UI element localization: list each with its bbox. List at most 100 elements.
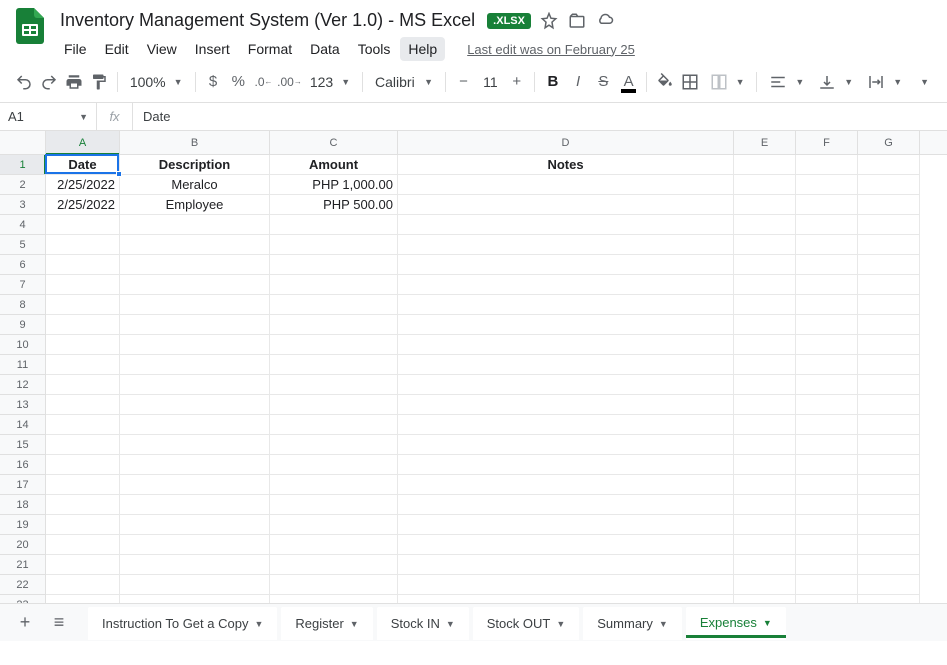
cell[interactable] — [46, 595, 120, 603]
cell[interactable] — [858, 375, 920, 395]
percent-button[interactable]: % — [227, 69, 250, 95]
font-dropdown[interactable]: Calibri▼ — [369, 69, 439, 95]
row-header[interactable]: 10 — [0, 335, 45, 355]
row-header[interactable]: 7 — [0, 275, 45, 295]
cell[interactable] — [398, 555, 734, 575]
cell[interactable] — [120, 215, 270, 235]
cell[interactable] — [398, 595, 734, 603]
strikethrough-button[interactable]: S — [592, 69, 615, 95]
cell[interactable] — [398, 455, 734, 475]
cell[interactable] — [734, 235, 796, 255]
row-header[interactable]: 4 — [0, 215, 45, 235]
selection-handle[interactable] — [116, 171, 122, 177]
cell[interactable] — [120, 535, 270, 555]
currency-button[interactable]: $ — [201, 69, 224, 95]
column-header[interactable]: C — [270, 131, 398, 154]
cell[interactable] — [796, 535, 858, 555]
cell[interactable] — [734, 355, 796, 375]
cell[interactable] — [858, 275, 920, 295]
row-header[interactable]: 17 — [0, 475, 45, 495]
sheet-tab[interactable]: Stock IN▼ — [377, 607, 469, 640]
cell[interactable] — [120, 515, 270, 535]
cell[interactable] — [398, 255, 734, 275]
print-button[interactable] — [62, 69, 85, 95]
cell[interactable] — [734, 175, 796, 195]
add-sheet-button[interactable]: + — [10, 608, 40, 638]
cell[interactable] — [734, 395, 796, 415]
cell[interactable] — [734, 595, 796, 603]
increase-decimal-button[interactable]: .00→ — [277, 69, 302, 95]
cell[interactable] — [858, 475, 920, 495]
cell[interactable] — [46, 275, 120, 295]
row-header[interactable]: 8 — [0, 295, 45, 315]
cell[interactable] — [120, 415, 270, 435]
cell[interactable] — [120, 295, 270, 315]
cell[interactable] — [796, 475, 858, 495]
cell[interactable] — [796, 155, 858, 175]
cell[interactable] — [734, 155, 796, 175]
column-header[interactable]: F — [796, 131, 858, 154]
row-header[interactable]: 23 — [0, 595, 45, 603]
cell[interactable] — [46, 335, 120, 355]
select-all-corner[interactable] — [0, 131, 46, 154]
cell[interactable]: Notes — [398, 155, 734, 175]
cell[interactable] — [858, 255, 920, 275]
cell[interactable] — [796, 215, 858, 235]
cell[interactable]: PHP 1,000.00 — [270, 175, 398, 195]
cell[interactable] — [120, 575, 270, 595]
cell[interactable] — [270, 495, 398, 515]
cell[interactable] — [270, 515, 398, 535]
column-header[interactable]: D — [398, 131, 734, 154]
cell[interactable]: Description — [120, 155, 270, 175]
cell[interactable] — [734, 295, 796, 315]
cell[interactable] — [270, 375, 398, 395]
cell[interactable]: Employee — [120, 195, 270, 215]
cell[interactable] — [734, 535, 796, 555]
row-header[interactable]: 13 — [0, 395, 45, 415]
cell[interactable] — [398, 215, 734, 235]
merge-button[interactable]: ▼ — [704, 69, 751, 95]
cell[interactable] — [734, 275, 796, 295]
cell[interactable] — [270, 455, 398, 475]
wrap-button[interactable]: ▼ — [861, 69, 908, 95]
menu-file[interactable]: File — [56, 37, 95, 61]
cell[interactable]: PHP 500.00 — [270, 195, 398, 215]
menu-edit[interactable]: Edit — [97, 37, 137, 61]
cell[interactable] — [270, 555, 398, 575]
cell[interactable] — [398, 535, 734, 555]
cell[interactable] — [796, 235, 858, 255]
cell[interactable] — [796, 555, 858, 575]
cell[interactable] — [734, 495, 796, 515]
row-header[interactable]: 22 — [0, 575, 45, 595]
cell[interactable] — [796, 375, 858, 395]
cell[interactable] — [796, 495, 858, 515]
all-sheets-button[interactable]: ≡ — [44, 608, 74, 638]
cell[interactable] — [734, 475, 796, 495]
cell[interactable] — [734, 315, 796, 335]
cell[interactable] — [46, 455, 120, 475]
cell[interactable] — [858, 155, 920, 175]
cell[interactable] — [120, 375, 270, 395]
cell[interactable]: 2/25/2022 — [46, 195, 120, 215]
menu-data[interactable]: Data — [302, 37, 348, 61]
cell[interactable] — [858, 595, 920, 603]
cell[interactable] — [46, 475, 120, 495]
cell[interactable] — [270, 435, 398, 455]
cell[interactable] — [120, 355, 270, 375]
more-formats-dropdown[interactable]: 123▼ — [304, 69, 356, 95]
cell[interactable] — [796, 195, 858, 215]
cell[interactable] — [734, 515, 796, 535]
cell[interactable] — [398, 495, 734, 515]
cell[interactable] — [796, 315, 858, 335]
cell[interactable] — [398, 435, 734, 455]
cell[interactable] — [270, 395, 398, 415]
cell[interactable] — [46, 415, 120, 435]
row-header[interactable]: 5 — [0, 235, 45, 255]
cell[interactable] — [858, 335, 920, 355]
cell[interactable] — [120, 455, 270, 475]
zoom-dropdown[interactable]: 100%▼ — [124, 69, 189, 95]
cell[interactable] — [734, 555, 796, 575]
cell[interactable] — [270, 255, 398, 275]
cell[interactable] — [734, 375, 796, 395]
row-header[interactable]: 11 — [0, 355, 45, 375]
